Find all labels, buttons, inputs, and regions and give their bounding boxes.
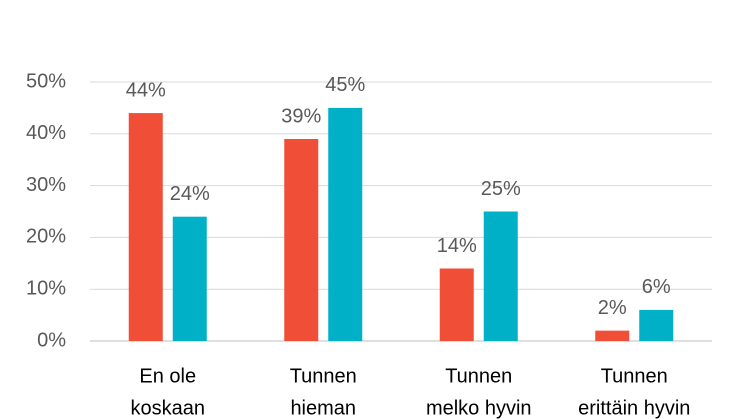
bar bbox=[639, 309, 674, 341]
x-tick-label: Tunnen bbox=[601, 365, 668, 387]
x-tick-label: Tunnen bbox=[290, 365, 357, 387]
y-tick-label: 30% bbox=[26, 174, 66, 196]
y-tick-label: 0% bbox=[37, 329, 66, 351]
value-label: 2% bbox=[598, 297, 627, 319]
x-tick-label: melko hyvin bbox=[426, 397, 532, 419]
x-tick-label: hieman bbox=[290, 397, 356, 419]
value-label: 24% bbox=[170, 183, 210, 205]
y-tick-label: 20% bbox=[26, 226, 66, 248]
x-tick-label: erittäin hyvin bbox=[578, 397, 690, 419]
bar bbox=[483, 211, 518, 341]
value-label: 44% bbox=[126, 79, 166, 101]
bar bbox=[328, 107, 363, 342]
x-tick-label: En ole bbox=[139, 365, 196, 387]
bar bbox=[595, 330, 630, 341]
y-tick-label: 40% bbox=[26, 122, 66, 144]
bar bbox=[439, 268, 474, 341]
x-tick-label: koskaan bbox=[131, 397, 206, 419]
y-tick-label: 10% bbox=[26, 277, 66, 299]
value-label: 25% bbox=[481, 178, 521, 200]
value-label: 14% bbox=[437, 235, 477, 257]
value-label: 45% bbox=[325, 74, 365, 96]
bar bbox=[172, 216, 207, 341]
y-tick-label: 50% bbox=[26, 70, 66, 92]
value-label: 6% bbox=[642, 276, 671, 298]
value-label: 39% bbox=[281, 105, 321, 127]
x-tick-label: Tunnen bbox=[445, 365, 512, 387]
bar bbox=[128, 113, 163, 341]
bar bbox=[284, 138, 319, 341]
